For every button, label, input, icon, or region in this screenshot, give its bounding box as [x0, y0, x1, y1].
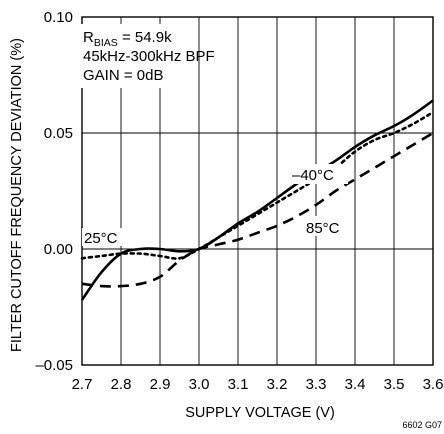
series-line-0	[80, 99, 434, 301]
x-tick-label: 3.1	[228, 376, 249, 393]
series-label-minus40c: –40°C	[292, 167, 334, 184]
x-tick-label: 3.4	[345, 376, 366, 393]
y-tick-label: 0.05	[44, 125, 73, 142]
x-tick-label: 3.0	[189, 376, 210, 393]
annotation-rbias: RBIAS = 54.9k	[83, 29, 172, 49]
annotation-rbias-value: = 54.9k	[118, 29, 172, 46]
plot-frame	[81, 16, 434, 366]
label-85c-background	[304, 216, 352, 236]
y-tick-labels: –0.05 0.00 0.05 0.10	[35, 9, 73, 374]
series-line-2	[81, 131, 434, 288]
x-tick-label: 3.3	[306, 376, 327, 393]
y-tick-label: –0.05	[35, 357, 73, 374]
label-25c-background	[82, 228, 134, 246]
y-tick-label: 0.10	[44, 9, 73, 26]
series-label-85c: 85°C	[306, 220, 340, 237]
series-label-25c: 25°C	[84, 230, 118, 247]
annotation-gain: GAIN = 0dB	[83, 67, 163, 84]
series-layer	[80, 99, 435, 301]
y-tick-label: 0.00	[44, 241, 73, 258]
x-tick-label: 3.5	[384, 376, 405, 393]
x-tick-label: 2.9	[150, 376, 171, 393]
figure-id: 6602 G07	[402, 420, 442, 430]
annotation-background	[79, 24, 197, 88]
x-tick-label: 3.6	[423, 376, 444, 393]
series-line-1	[80, 110, 435, 260]
x-axis-title: SUPPLY VOLTAGE (V)	[185, 405, 335, 421]
x-tick-label: 2.7	[72, 376, 93, 393]
annotation-bpf: 45kHz-300kHz BPF	[83, 48, 215, 65]
x-tick-label: 3.2	[267, 376, 288, 393]
x-tick-label: 2.8	[111, 376, 132, 393]
y-axis-title: FILTER CUTOFF FREQUENCY DEVIATION (%)	[9, 38, 25, 352]
label-minus40c-background	[290, 164, 348, 184]
annotation-box: RBIAS = 54.9k 45kHz-300kHz BPF GAIN = 0d…	[79, 24, 215, 88]
annotation-rbias-main: R	[83, 29, 94, 46]
x-tick-labels: 2.7 2.8 2.9 3.0 3.1 3.2 3.3 3.4 3.5 3.6	[72, 376, 444, 393]
annotation-rbias-subscript: BIAS	[94, 37, 118, 49]
